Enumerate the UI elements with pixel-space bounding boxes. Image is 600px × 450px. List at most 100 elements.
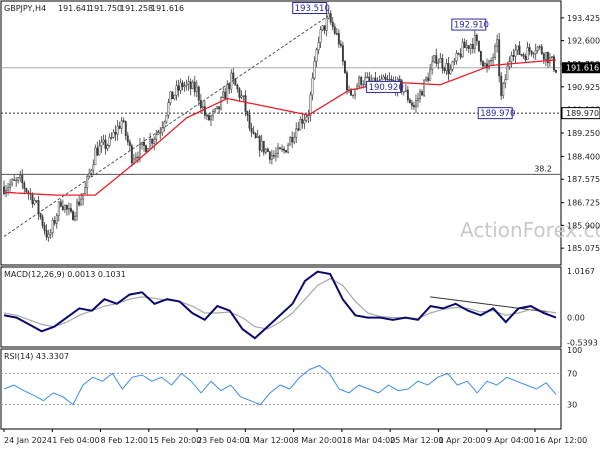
annotation-text: 192.910 [454, 21, 489, 31]
candle [463, 38, 466, 49]
candle [518, 41, 521, 56]
candle [339, 40, 342, 48]
rsi-axis: 100 70 30 [567, 346, 582, 410]
current-price-label: 191.616 [566, 64, 599, 73]
candle [195, 80, 198, 98]
candle [309, 91, 312, 122]
candle [291, 131, 294, 149]
candle [540, 43, 543, 56]
candle [250, 122, 253, 138]
candle [449, 64, 452, 75]
candle [17, 176, 20, 184]
candle [477, 40, 480, 53]
candle [264, 148, 267, 155]
candle [61, 199, 64, 212]
candle [471, 37, 474, 54]
rsi-tick-label: 70 [567, 369, 577, 378]
time-tick-label: 15 Feb 20:00 [149, 436, 201, 445]
price-tick-label: 188.400 [567, 152, 600, 161]
candle [283, 146, 286, 154]
candle [496, 34, 499, 53]
candle [110, 132, 113, 140]
candle [532, 51, 535, 59]
candle [465, 39, 468, 51]
candle [542, 52, 545, 64]
price-annotation: 189.970 [477, 107, 515, 120]
candle [191, 79, 194, 90]
candle [96, 141, 99, 157]
candle [173, 94, 176, 101]
candle [410, 99, 413, 110]
candle [197, 85, 200, 106]
time-axis: 24 Jan 2024 1 Feb 04:00 8 Feb 12:00 15 Feb … [3, 429, 587, 445]
candle [467, 45, 470, 54]
candle [169, 91, 172, 106]
candle [447, 56, 450, 81]
candle [13, 174, 16, 181]
macd-main-line [3, 270, 557, 340]
candle [553, 54, 555, 73]
candle [149, 132, 152, 150]
price-tick-label: 189.250 [567, 129, 600, 138]
candle [285, 149, 288, 153]
candle [435, 48, 438, 67]
candle [214, 107, 217, 114]
candle [512, 48, 515, 62]
candle [343, 60, 346, 75]
price-tick-label: 185.075 [567, 244, 600, 253]
candle [506, 61, 509, 80]
price-tick-label: 193.425 [567, 14, 600, 23]
price-annotation: 193.510 [292, 2, 330, 15]
candle [19, 170, 22, 183]
annotation-text: 190.920 [369, 83, 404, 93]
candle [293, 132, 296, 145]
candle [59, 198, 62, 208]
candle [502, 81, 505, 99]
candle [459, 48, 462, 60]
candle [258, 134, 261, 157]
candle [303, 114, 306, 130]
candle [431, 55, 434, 75]
candle [520, 53, 523, 57]
candle [161, 121, 164, 137]
candle [159, 127, 162, 140]
macd-tick-label: -0.5393 [567, 338, 598, 347]
symbol-title: GBPJPY,H4 [4, 4, 46, 13]
candle [425, 76, 428, 82]
candle [177, 79, 180, 97]
candle [461, 38, 464, 58]
candle [475, 33, 478, 46]
candle [51, 217, 54, 238]
candle [55, 213, 58, 229]
annotation-text: 193.510 [295, 4, 330, 14]
price-tick-label: 187.575 [567, 175, 600, 184]
ohlc-open: 191.641 [58, 4, 91, 13]
candle [473, 30, 476, 54]
candle [21, 169, 24, 190]
candle [179, 78, 182, 95]
candle [441, 53, 444, 74]
rsi-tick-label: 30 [567, 401, 577, 410]
macd-axis: 1.0167 0.00 -0.5393 [567, 267, 598, 347]
candle [439, 52, 442, 63]
candle [266, 147, 269, 153]
candle [43, 221, 46, 235]
candle [469, 43, 472, 55]
rsi-line [3, 365, 557, 406]
candle [323, 25, 326, 35]
time-tick-label: 24 Jan 2024 [4, 436, 52, 445]
candle [70, 203, 72, 214]
candle [279, 146, 281, 150]
price-tick-label: 192.600 [567, 37, 600, 46]
candle [295, 122, 298, 144]
candle [479, 50, 482, 66]
candle [406, 85, 409, 103]
candle [232, 68, 235, 85]
candle [25, 187, 28, 194]
candle [421, 89, 424, 96]
candle [270, 149, 273, 165]
candle [260, 134, 263, 153]
candle [9, 179, 12, 193]
candle [181, 80, 184, 91]
candle [256, 129, 259, 139]
